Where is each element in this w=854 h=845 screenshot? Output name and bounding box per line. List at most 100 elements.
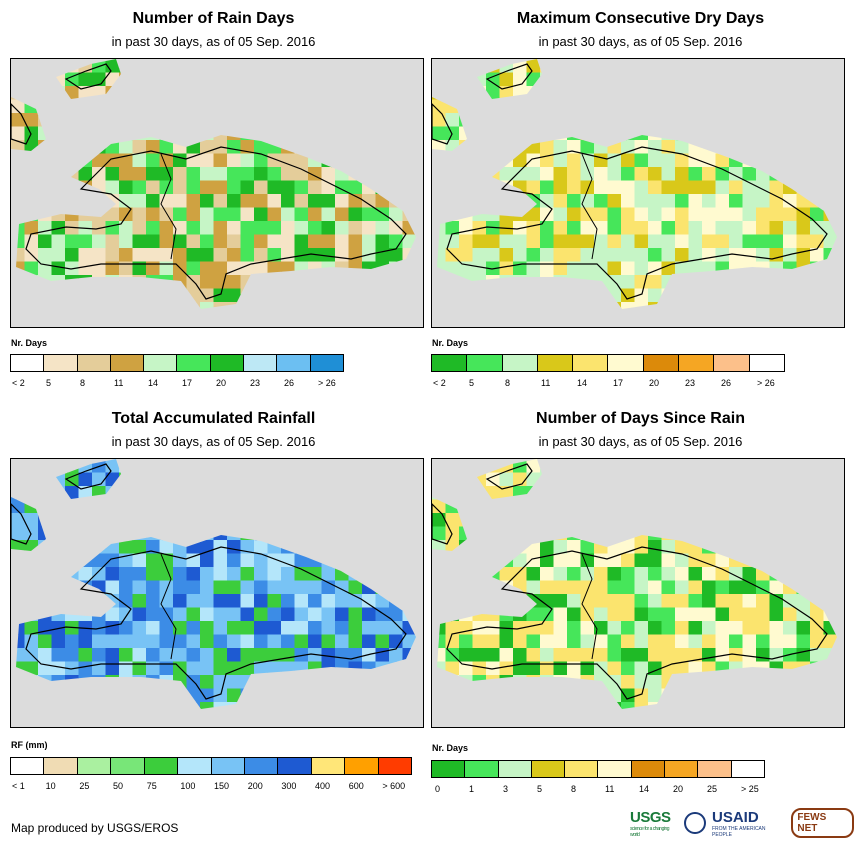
logo-strip: USGS science for a changing world USAID FR…	[630, 808, 854, 838]
legend-tick-label: 3	[503, 784, 509, 794]
panel-subtitle: in past 30 days, as of 05 Sep. 2016	[538, 34, 743, 49]
map-canvas	[432, 459, 837, 709]
panel-accumulated-rainfall: Total Accumulated Rainfall in past 30 da…	[0, 400, 427, 800]
legend-swatch	[11, 758, 45, 774]
legend-swatch	[310, 355, 343, 371]
legend-tick-label: 100	[180, 781, 196, 791]
legend-tick-label: 300	[281, 781, 297, 791]
legend-swatch	[11, 355, 45, 371]
legend-swatch	[244, 758, 279, 774]
country-border	[581, 553, 598, 660]
legend-swatch	[44, 355, 78, 371]
legend-swatch	[631, 761, 666, 777]
usgs-logo: USGS science for a changing world	[630, 808, 671, 838]
legend-swatch	[598, 761, 632, 777]
legend-tick-label: 50	[113, 781, 124, 791]
legend-swatch	[608, 355, 644, 371]
legend-tick-label: 26	[284, 378, 295, 388]
coastline	[25, 146, 407, 300]
legend-swatch	[749, 355, 784, 371]
coastline	[64, 63, 112, 90]
legend-bar	[10, 354, 344, 372]
legend-title: Nr. Days	[432, 338, 469, 348]
coastline	[64, 463, 112, 490]
panel-title: Number of Rain Days	[132, 10, 295, 27]
legend-swatch	[44, 758, 78, 774]
coastline	[446, 146, 828, 300]
panel-title: Maximum Consecutive Dry Days	[516, 10, 765, 27]
legend-tick-label: 75	[146, 781, 157, 791]
legend-tick-label: 23	[685, 378, 696, 388]
country-border	[581, 153, 598, 260]
legend-swatch	[432, 761, 466, 777]
legend-tick-label: 5	[469, 378, 475, 388]
legend-tick-label: < 2	[12, 378, 25, 388]
legend-ticks: < 1 10 25 50 75 100 150 200 300 400 600 > 600	[12, 781, 416, 791]
legend-tick-label: 17	[182, 378, 193, 388]
legend-tick-label: 20	[649, 378, 660, 388]
legend-swatch	[210, 355, 245, 371]
legend-swatch	[111, 758, 145, 774]
map-rain-days	[10, 58, 424, 328]
panel-title: Number of Days Since Rain	[536, 410, 745, 427]
legend-tick-label: 20	[216, 378, 227, 388]
legend-swatch	[311, 758, 346, 774]
legend-tick-label: 14	[577, 378, 588, 388]
coastline	[485, 63, 533, 90]
coastline	[432, 503, 453, 545]
legend-swatch	[177, 355, 211, 371]
legend-tick-label: 150	[214, 781, 230, 791]
legend-ticks: < 2 5 8 11 14 17 20 23 26 > 26	[433, 378, 793, 388]
legend-tick-label: 25	[79, 781, 90, 791]
legend-tick-label: 8	[505, 378, 511, 388]
legend-tick-label: 14	[639, 784, 650, 794]
legend-swatch	[211, 758, 245, 774]
legend-swatch	[144, 355, 178, 371]
panel-rain-days: Number of Rain Days in past 30 days, as …	[0, 0, 427, 400]
legend-tick-label: 11	[605, 784, 615, 794]
legend-tick-label: < 1	[12, 781, 25, 791]
coastline	[432, 103, 453, 145]
legend-swatch	[502, 355, 538, 371]
coastline	[446, 546, 828, 700]
coastline	[25, 546, 407, 700]
legend-tick-label: > 26	[757, 378, 775, 388]
legend-tick-label: 10	[45, 781, 56, 791]
usaid-logo: USAID FROM THE AMERICAN PEOPLE	[711, 808, 766, 838]
legend-swatch	[698, 761, 732, 777]
legend-tick-label: 600	[348, 781, 364, 791]
legend-tick-label: 23	[250, 378, 261, 388]
coastline	[11, 103, 32, 145]
legend-swatch	[77, 355, 111, 371]
panel-days-since-rain: Number of Days Since Rain in past 30 day…	[427, 400, 854, 800]
coastline	[485, 463, 533, 490]
legend-swatch	[573, 355, 609, 371]
legend-tick-label: 20	[673, 784, 684, 794]
country-border	[160, 553, 177, 660]
legend-swatch	[537, 355, 574, 371]
legend-swatch	[565, 761, 599, 777]
legend-tick-label: 1	[469, 784, 475, 794]
fews-net-logo: FEWS NET	[791, 808, 854, 838]
legend-swatch	[498, 761, 532, 777]
legend-tick-label: 17	[613, 378, 624, 388]
legend-tick-label: 0	[435, 784, 441, 794]
legend-swatch	[679, 355, 715, 371]
legend-swatch	[378, 758, 412, 774]
country-border	[160, 153, 177, 260]
legend-swatch	[277, 355, 311, 371]
legend-swatch	[278, 758, 312, 774]
legend-swatch	[714, 355, 750, 371]
legend-tick-label: 26	[721, 378, 732, 388]
legend-tick-label: 11	[541, 378, 551, 388]
legend-swatch	[465, 761, 499, 777]
legend-swatch	[467, 355, 503, 371]
legend-swatch	[178, 758, 212, 774]
legend-bar	[431, 354, 785, 372]
legend-tick-label: 25	[707, 784, 718, 794]
map-days-since-rain	[431, 458, 845, 728]
coastline	[11, 503, 32, 545]
legend-tick-label: 200	[247, 781, 263, 791]
map-canvas	[11, 459, 416, 709]
map-accumulated-rainfall	[10, 458, 424, 728]
